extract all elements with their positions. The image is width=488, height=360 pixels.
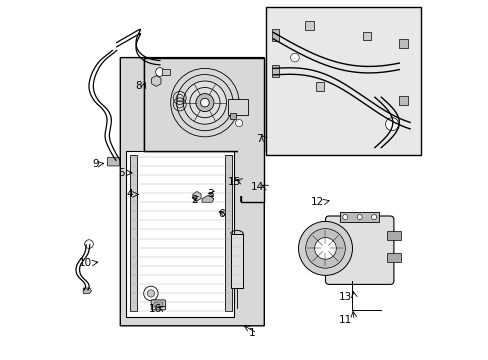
Text: 6: 6: [218, 209, 224, 219]
Circle shape: [356, 215, 362, 220]
Text: 7: 7: [255, 134, 262, 144]
Circle shape: [200, 98, 209, 107]
Circle shape: [196, 94, 213, 112]
Text: 15: 15: [227, 177, 241, 187]
Circle shape: [84, 240, 93, 248]
Bar: [153, 302, 163, 307]
Bar: [399, 39, 407, 48]
Bar: [162, 69, 170, 75]
Circle shape: [305, 229, 345, 268]
Bar: [125, 151, 233, 317]
FancyBboxPatch shape: [325, 216, 393, 284]
Bar: [386, 253, 400, 262]
Text: 9: 9: [92, 159, 99, 169]
Circle shape: [371, 215, 376, 220]
Text: 1: 1: [248, 328, 255, 338]
Bar: [230, 234, 243, 288]
Circle shape: [314, 238, 336, 259]
Circle shape: [183, 81, 226, 124]
Circle shape: [235, 120, 242, 127]
Polygon shape: [143, 58, 264, 151]
FancyBboxPatch shape: [151, 300, 165, 310]
FancyBboxPatch shape: [107, 157, 120, 166]
Bar: [386, 231, 400, 240]
Polygon shape: [120, 58, 264, 326]
Polygon shape: [202, 195, 213, 202]
Text: 12: 12: [310, 197, 323, 207]
Circle shape: [298, 221, 352, 275]
Bar: [130, 155, 137, 311]
Bar: [305, 21, 313, 30]
Bar: [315, 82, 324, 91]
Text: 4: 4: [126, 189, 133, 199]
Circle shape: [155, 68, 164, 76]
Bar: [228, 99, 247, 115]
Bar: [271, 65, 279, 77]
Circle shape: [290, 53, 299, 62]
Polygon shape: [146, 60, 261, 196]
Text: 10: 10: [78, 258, 91, 268]
Polygon shape: [143, 58, 264, 202]
Circle shape: [147, 290, 154, 297]
Bar: [399, 96, 407, 105]
Bar: [362, 32, 370, 40]
Bar: [271, 29, 279, 41]
Bar: [265, 7, 420, 155]
Text: 8: 8: [135, 81, 142, 91]
Bar: [339, 212, 379, 222]
Circle shape: [342, 215, 347, 220]
Circle shape: [143, 286, 158, 301]
Text: 5: 5: [118, 168, 125, 178]
Text: 11: 11: [339, 315, 352, 325]
Circle shape: [385, 118, 398, 131]
Text: 3: 3: [207, 189, 213, 199]
Text: 14: 14: [250, 182, 264, 192]
Text: 16: 16: [148, 304, 162, 314]
Bar: [225, 155, 231, 311]
Text: 2: 2: [191, 195, 197, 205]
Text: 13: 13: [339, 292, 352, 302]
Bar: [230, 113, 235, 119]
Polygon shape: [83, 288, 91, 293]
